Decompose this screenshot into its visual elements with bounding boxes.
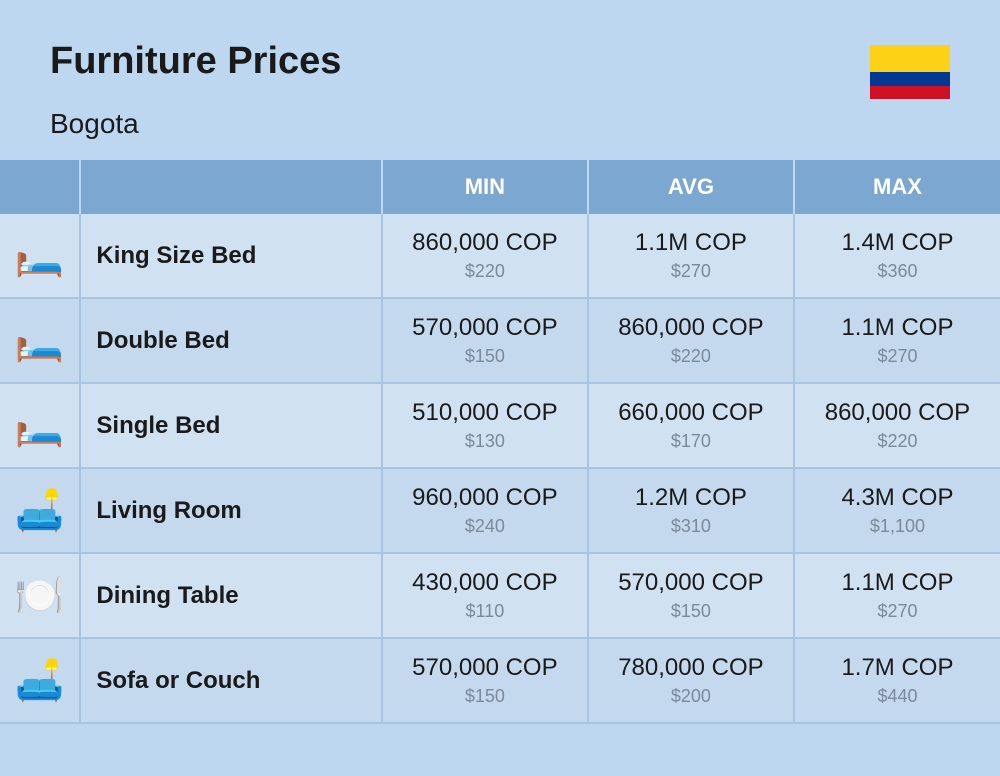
price-min: 430,000 COP $110 [382,553,588,638]
price-sub: $130 [393,431,577,452]
table-row: 🛏️ King Size Bed 860,000 COP $220 1.1M C… [0,214,1000,298]
price-main: 780,000 COP [599,654,783,682]
colombia-flag-icon [870,45,950,99]
price-max: 1.1M COP $270 [794,298,1000,383]
price-max: 1.7M COP $440 [794,638,1000,723]
price-max: 860,000 COP $220 [794,383,1000,468]
furniture-icon: 🛋️ [0,468,80,553]
price-main: 570,000 COP [599,569,783,597]
header: Furniture Prices Bogota [0,0,1000,160]
table-row: 🛋️ Sofa or Couch 570,000 COP $150 780,00… [0,638,1000,723]
furniture-name: Dining Table [80,553,382,638]
price-max: 1.1M COP $270 [794,553,1000,638]
price-min: 510,000 COP $130 [382,383,588,468]
furniture-icon: 🛏️ [0,214,80,298]
price-sub: $310 [599,516,783,537]
furniture-name: Single Bed [80,383,382,468]
price-avg: 570,000 COP $150 [588,553,794,638]
price-sub: $360 [805,261,990,282]
price-main: 1.1M COP [805,569,990,597]
furniture-icon: 🍽️ [0,553,80,638]
price-main: 1.1M COP [599,229,783,257]
furniture-name: Living Room [80,468,382,553]
prices-table: MIN AVG MAX 🛏️ King Size Bed 860,000 COP… [0,160,1000,724]
furniture-icon: 🛏️ [0,383,80,468]
price-main: 860,000 COP [393,229,577,257]
price-sub: $1,100 [805,516,990,537]
price-sub: $220 [599,346,783,367]
price-main: 960,000 COP [393,484,577,512]
page-title: Furniture Prices [50,40,341,83]
page-subtitle: Bogota [50,108,341,140]
price-avg: 860,000 COP $220 [588,298,794,383]
price-main: 660,000 COP [599,399,783,427]
column-header-name [80,160,382,214]
header-text: Furniture Prices Bogota [50,40,341,140]
column-header-avg: AVG [588,160,794,214]
price-min: 860,000 COP $220 [382,214,588,298]
price-main: 1.7M COP [805,654,990,682]
price-main: 860,000 COP [599,314,783,342]
price-main: 510,000 COP [393,399,577,427]
price-sub: $200 [599,686,783,707]
table-body: 🛏️ King Size Bed 860,000 COP $220 1.1M C… [0,214,1000,723]
furniture-icon: 🛋️ [0,638,80,723]
column-header-max: MAX [794,160,1000,214]
furniture-name: Double Bed [80,298,382,383]
price-min: 960,000 COP $240 [382,468,588,553]
price-sub: $150 [599,601,783,622]
table-row: 🛏️ Single Bed 510,000 COP $130 660,000 C… [0,383,1000,468]
price-avg: 1.1M COP $270 [588,214,794,298]
furniture-name: King Size Bed [80,214,382,298]
price-sub: $240 [393,516,577,537]
table-row: 🛋️ Living Room 960,000 COP $240 1.2M COP… [0,468,1000,553]
furniture-icon: 🛏️ [0,298,80,383]
price-avg: 660,000 COP $170 [588,383,794,468]
price-min: 570,000 COP $150 [382,638,588,723]
price-sub: $150 [393,346,577,367]
flag-stripe-red [870,86,950,100]
price-main: 1.1M COP [805,314,990,342]
price-main: 1.2M COP [599,484,783,512]
price-main: 1.4M COP [805,229,990,257]
price-sub: $170 [599,431,783,452]
price-avg: 780,000 COP $200 [588,638,794,723]
price-main: 860,000 COP [805,399,990,427]
table-row: 🍽️ Dining Table 430,000 COP $110 570,000… [0,553,1000,638]
price-min: 570,000 COP $150 [382,298,588,383]
price-sub: $110 [393,601,577,622]
price-main: 570,000 COP [393,314,577,342]
price-sub: $270 [599,261,783,282]
price-main: 570,000 COP [393,654,577,682]
flag-stripe-yellow [870,45,950,72]
price-avg: 1.2M COP $310 [588,468,794,553]
price-main: 430,000 COP [393,569,577,597]
price-max: 1.4M COP $360 [794,214,1000,298]
price-main: 4.3M COP [805,484,990,512]
furniture-name: Sofa or Couch [80,638,382,723]
price-sub: $150 [393,686,577,707]
column-header-icon [0,160,80,214]
price-max: 4.3M COP $1,100 [794,468,1000,553]
price-sub: $440 [805,686,990,707]
price-sub: $270 [805,346,990,367]
price-sub: $270 [805,601,990,622]
table-header-row: MIN AVG MAX [0,160,1000,214]
flag-stripe-blue [870,72,950,86]
column-header-min: MIN [382,160,588,214]
price-sub: $220 [805,431,990,452]
price-sub: $220 [393,261,577,282]
table-row: 🛏️ Double Bed 570,000 COP $150 860,000 C… [0,298,1000,383]
